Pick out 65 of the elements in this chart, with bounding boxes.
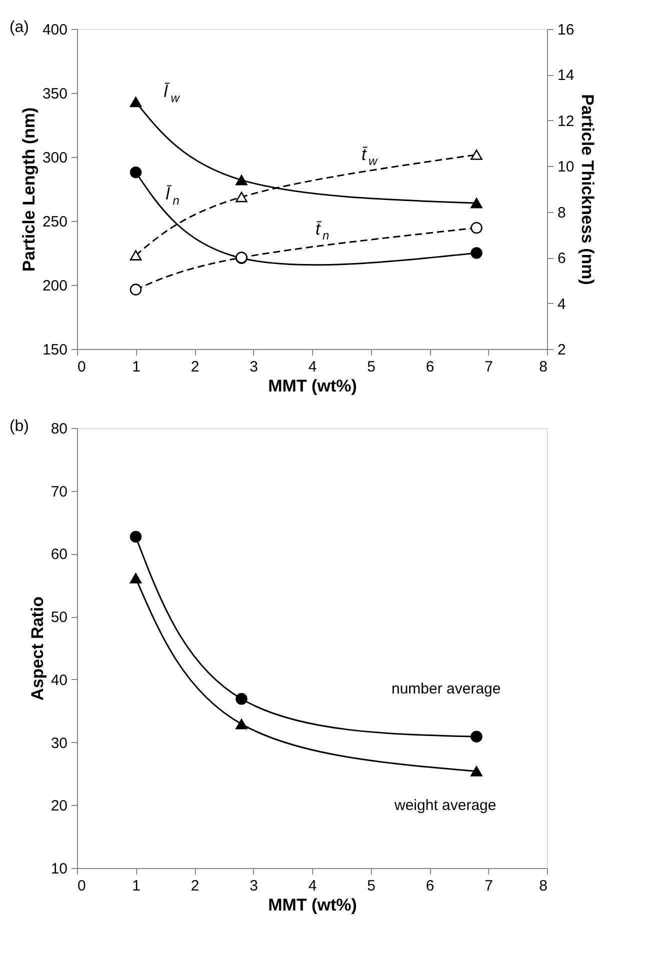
- x-tick-label: 3: [250, 878, 258, 894]
- y-tick-label: 40: [50, 672, 68, 689]
- text: number average: [392, 680, 501, 698]
- x-axis-title: MMT (wt%): [268, 376, 357, 396]
- y-tick-label: 70: [50, 483, 68, 500]
- point: [130, 530, 142, 543]
- x-tick-label: 8: [539, 358, 548, 376]
- y-tick-label: 20: [50, 798, 68, 815]
- point: [470, 222, 482, 234]
- text: (b): [9, 418, 29, 435]
- point: [130, 96, 142, 108]
- y-tick-label: 250: [42, 214, 68, 230]
- y-tick-label: 50: [50, 609, 68, 626]
- x-tick-label: 7: [484, 878, 493, 894]
- y-tick-label: 200: [42, 278, 68, 294]
- x-tick-label: 3: [250, 358, 258, 376]
- y2-tick-label: 10: [558, 158, 574, 176]
- y2-tick-label: 4: [558, 296, 566, 313]
- y2-axis-title: Particle Thickness (nm): [578, 94, 598, 285]
- x-tick-label: 5: [367, 878, 376, 894]
- y2-tick-label: 6: [558, 250, 566, 268]
- y-tick-label: 300: [42, 150, 68, 166]
- point: [236, 693, 248, 705]
- x-tick-label: 2: [190, 878, 200, 894]
- point: [130, 573, 142, 584]
- x-tick-label: 5: [367, 358, 376, 376]
- x-tick-label: 1: [132, 878, 140, 894]
- y-tick-label: 10: [50, 860, 68, 878]
- y-tick-label: 30: [50, 734, 68, 752]
- x-tick-label: 4: [308, 878, 317, 894]
- x-tick-label: 4: [308, 358, 317, 376]
- y2-tick-label: 8: [558, 204, 566, 222]
- y2-tick-label: 14: [558, 67, 574, 84]
- series-label: weight average: [394, 797, 496, 814]
- y-axis-title: Aspect Ratio: [28, 596, 47, 700]
- point: [130, 166, 142, 178]
- y2-tick-label: 16: [558, 22, 574, 38]
- y-tick-label: 60: [50, 546, 68, 564]
- y2-tick-label: 12: [558, 112, 574, 130]
- text: (a): [9, 19, 29, 36]
- y-axis-title: Particle Length (nm): [19, 107, 38, 272]
- point: [470, 766, 482, 776]
- point: [236, 192, 248, 202]
- x-tick-label: 2: [190, 358, 200, 376]
- point: [130, 284, 142, 296]
- point: [470, 247, 482, 259]
- x-tick-label: 1: [132, 358, 140, 376]
- y-tick-label: 400: [42, 22, 68, 38]
- x-tick-label: 7: [484, 358, 493, 376]
- y-tick-label: 350: [42, 86, 68, 102]
- point: [470, 730, 482, 743]
- x-tick-label: 0: [78, 358, 86, 376]
- x-tick-label: 8: [539, 878, 548, 894]
- y-tick-label: 80: [50, 420, 68, 438]
- x-axis-title: MMT (wt%): [268, 896, 357, 914]
- x-tick-label: 6: [426, 358, 434, 376]
- y2-tick-label: 2: [558, 342, 566, 358]
- point: [236, 718, 248, 730]
- point: [470, 150, 482, 160]
- x-tick-label: 6: [426, 878, 434, 894]
- y-tick-label: 150: [42, 342, 68, 358]
- point: [236, 174, 248, 186]
- point: [130, 250, 142, 260]
- x-tick-label: 0: [78, 878, 86, 894]
- point: [470, 198, 482, 208]
